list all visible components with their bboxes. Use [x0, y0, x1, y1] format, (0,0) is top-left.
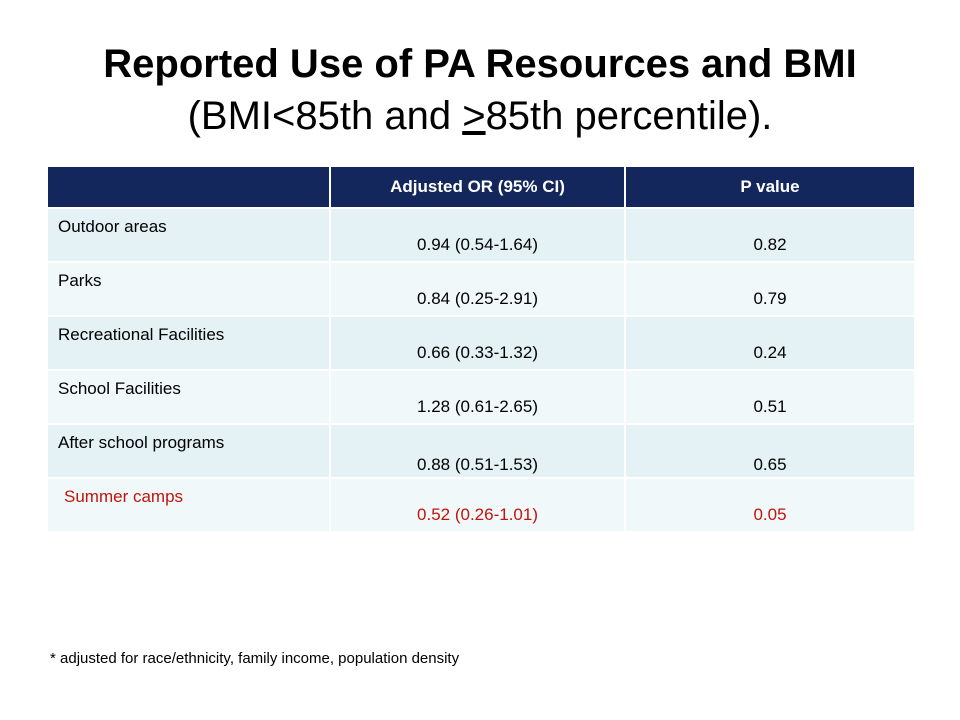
row-label: School Facilities [48, 370, 331, 425]
slide-title: Reported Use of PA Resources and BMI (BM… [0, 38, 960, 142]
row-label: Recreational Facilities [48, 316, 331, 371]
title-subtitle-prefix: (BMI<85th and [187, 94, 463, 138]
row-p: 0.65 [625, 424, 914, 479]
row-label: Parks [48, 262, 331, 317]
row-or: 0.66 (0.33-1.32) [330, 316, 626, 371]
header-p-value: P value [625, 167, 914, 209]
footnote: * adjusted for race/ethnicity, family in… [50, 650, 460, 667]
row-p: 0.05 [625, 478, 914, 533]
results-table: Adjusted OR (95% CI) P value Outdoor are… [48, 167, 914, 533]
header-empty [48, 167, 331, 209]
row-label: Summer camps [48, 478, 331, 533]
table-row: Recreational Facilities 0.66 (0.33-1.32)… [48, 316, 914, 371]
table-row-highlighted: Summer camps 0.52 (0.26-1.01) 0.05 [48, 478, 914, 533]
table-row: Parks 0.84 (0.25-2.91) 0.79 [48, 262, 914, 317]
row-p: 0.79 [625, 262, 914, 317]
table-row: School Facilities 1.28 (0.61-2.65) 0.51 [48, 370, 914, 425]
table-row: Outdoor areas 0.94 (0.54-1.64) 0.82 [48, 208, 914, 263]
header-adjusted-or: Adjusted OR (95% CI) [330, 167, 626, 209]
title-subtitle-suffix: 85th percentile). [485, 94, 773, 138]
row-or: 0.94 (0.54-1.64) [330, 208, 626, 263]
row-or: 0.88 (0.51-1.53) [330, 424, 626, 479]
title-main: Reported Use of PA Resources and BMI [103, 42, 857, 86]
title-subtitle: (BMI<85th and >85th percentile). [0, 90, 960, 142]
row-or: 0.84 (0.25-2.91) [330, 262, 626, 317]
row-p: 0.82 [625, 208, 914, 263]
row-p: 0.51 [625, 370, 914, 425]
row-or: 1.28 (0.61-2.65) [330, 370, 626, 425]
row-label: Outdoor areas [48, 208, 331, 263]
row-p: 0.24 [625, 316, 914, 371]
row-or: 0.52 (0.26-1.01) [330, 478, 626, 533]
table-row: After school programs 0.88 (0.51-1.53) 0… [48, 424, 914, 479]
row-label: After school programs [48, 424, 331, 479]
title-subtitle-underlined: > [462, 94, 486, 138]
table-header-row: Adjusted OR (95% CI) P value [48, 167, 914, 209]
